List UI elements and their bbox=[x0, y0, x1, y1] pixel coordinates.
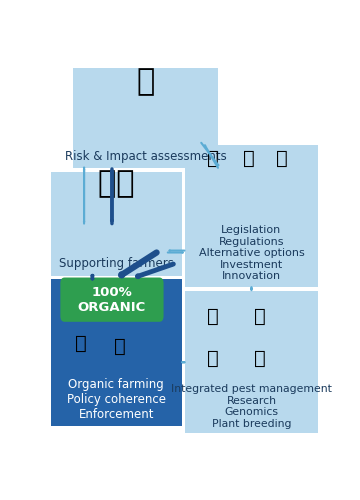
Text: Legislation
Regulations
Alternative options
Investment
Innovation: Legislation Regulations Alternative opti… bbox=[199, 225, 304, 281]
FancyBboxPatch shape bbox=[185, 291, 319, 434]
Text: 🌾: 🌾 bbox=[207, 306, 218, 326]
FancyBboxPatch shape bbox=[50, 172, 182, 276]
Text: Integrated pest management
Research
Genomics
Plant breeding: Integrated pest management Research Geno… bbox=[171, 384, 332, 429]
FancyBboxPatch shape bbox=[73, 68, 218, 168]
Text: 🔬: 🔬 bbox=[254, 349, 266, 368]
FancyBboxPatch shape bbox=[185, 144, 319, 287]
Text: 🌱: 🌱 bbox=[207, 148, 218, 168]
Text: 📝: 📝 bbox=[75, 334, 87, 352]
Text: 🧬: 🧬 bbox=[254, 306, 266, 326]
Text: 🦗: 🦗 bbox=[207, 349, 218, 368]
Text: 🔀: 🔀 bbox=[243, 148, 255, 168]
FancyBboxPatch shape bbox=[60, 278, 163, 322]
Text: 100%
ORGANIC: 100% ORGANIC bbox=[78, 286, 146, 314]
Text: Organic farming
Policy coherence
Enforcement: Organic farming Policy coherence Enforce… bbox=[67, 378, 166, 420]
Text: Supporting farmers: Supporting farmers bbox=[59, 257, 174, 270]
Text: 🔨: 🔨 bbox=[114, 338, 126, 356]
Text: 💡: 💡 bbox=[276, 148, 288, 168]
Text: 👨‍🌾: 👨‍🌾 bbox=[98, 168, 134, 198]
Text: 📋: 📋 bbox=[136, 66, 154, 96]
Text: Risk & Impact assessments: Risk & Impact assessments bbox=[64, 150, 226, 163]
FancyBboxPatch shape bbox=[50, 280, 182, 426]
